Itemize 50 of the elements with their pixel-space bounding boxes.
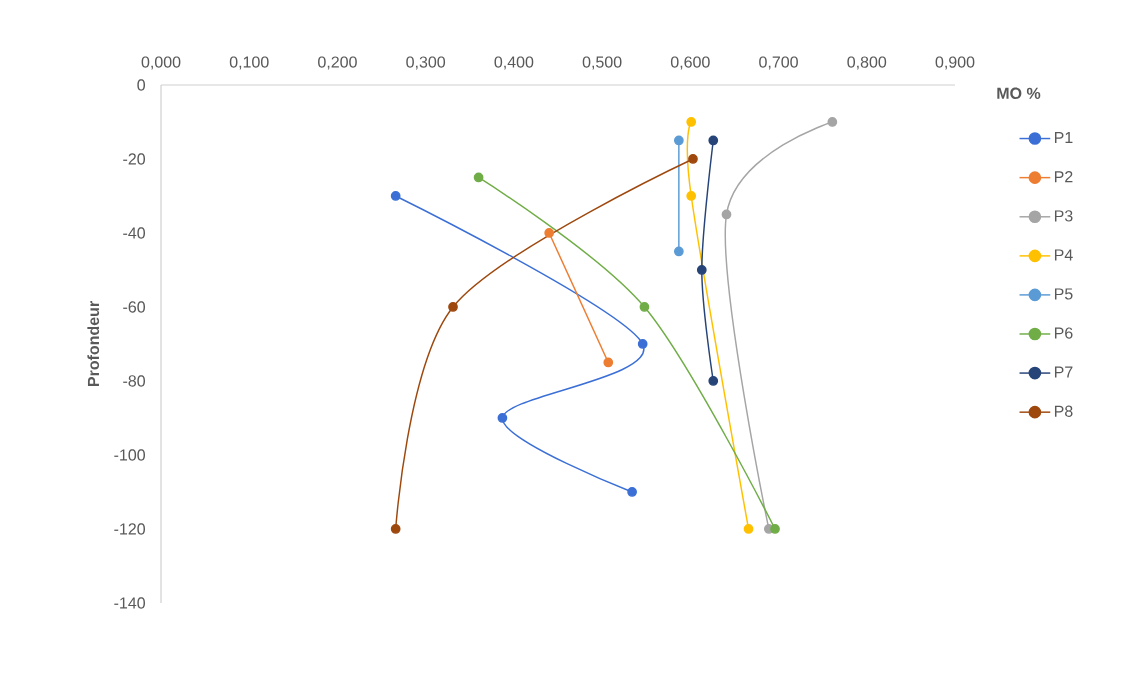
point xyxy=(390,524,401,534)
x-tick-label: 0,200 xyxy=(318,56,357,70)
point xyxy=(603,357,614,368)
y-tick-label: -20 xyxy=(123,153,146,165)
point xyxy=(708,135,719,146)
point xyxy=(497,413,508,423)
y-tick-label: -80 xyxy=(123,375,146,387)
y-tick-label: -140 xyxy=(114,597,146,609)
x-tick-label: 0,500 xyxy=(582,56,622,70)
point xyxy=(673,135,684,146)
legend-label: P8 xyxy=(1054,405,1073,417)
y-tick-label: 0 xyxy=(137,79,146,91)
y-tick-label: -100 xyxy=(114,449,146,461)
point xyxy=(473,172,484,183)
legend-label: P6 xyxy=(1054,327,1073,339)
legend-label: P3 xyxy=(1054,210,1073,222)
x-axis-title: MO % xyxy=(997,87,1041,99)
y-axis-title: Profondeur xyxy=(87,301,100,387)
point xyxy=(688,154,698,164)
x-tick-label: 0,700 xyxy=(759,56,798,70)
point xyxy=(827,117,838,127)
point xyxy=(743,524,754,534)
point xyxy=(637,339,648,349)
point xyxy=(770,524,780,534)
x-tick-label: 0,000 xyxy=(141,56,181,70)
y-tick-label: -120 xyxy=(114,523,146,535)
legend-label: P7 xyxy=(1054,366,1073,378)
legend-label: P2 xyxy=(1054,171,1073,183)
x-tick-label: 0,800 xyxy=(847,56,887,70)
point xyxy=(639,302,650,312)
legend-label: P5 xyxy=(1054,288,1073,300)
legend-label: P4 xyxy=(1054,249,1073,261)
point xyxy=(627,487,637,497)
point xyxy=(544,228,555,238)
point xyxy=(673,246,684,257)
point xyxy=(686,117,697,127)
y-tick-label: -60 xyxy=(123,301,146,313)
x-tick-label: 0,100 xyxy=(229,56,269,70)
point xyxy=(708,376,719,386)
point xyxy=(390,191,401,201)
point xyxy=(696,265,707,275)
point xyxy=(686,191,697,201)
x-tick-label: 0,300 xyxy=(406,56,446,70)
legend-label: P1 xyxy=(1054,132,1073,144)
x-tick-label: 0,900 xyxy=(935,56,975,70)
point xyxy=(448,302,458,312)
y-tick-label: -40 xyxy=(123,227,146,239)
x-tick-label: 0,400 xyxy=(494,56,534,70)
x-tick-label: 0,600 xyxy=(670,56,710,70)
point xyxy=(721,209,732,220)
